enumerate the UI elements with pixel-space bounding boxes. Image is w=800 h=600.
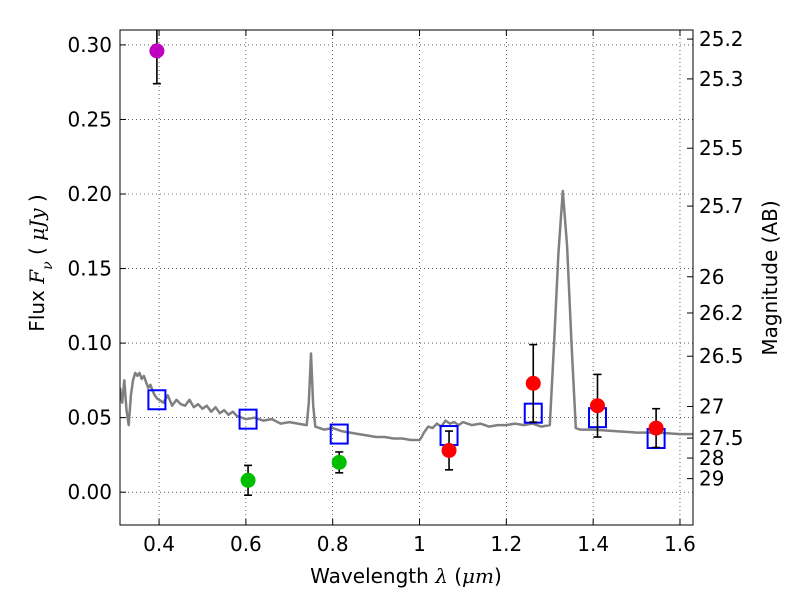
x-tick-label: 0.8 — [317, 532, 349, 556]
y-tick-label: 0.20 — [67, 182, 112, 206]
x-tick-label: 1 — [413, 532, 426, 556]
y-tick-label: 0.15 — [67, 257, 112, 281]
y2-tick-label: 25.7 — [699, 194, 744, 218]
axes-frame — [119, 29, 694, 526]
detection-point — [331, 454, 347, 470]
detection-point — [240, 472, 256, 488]
y-tick-label: 0.00 — [67, 480, 112, 504]
x-tick-label: 1.4 — [577, 532, 609, 556]
detection-point — [648, 420, 664, 436]
plot-area — [120, 30, 693, 496]
y2-tick-label: 27.5 — [699, 426, 744, 450]
y-tick-label: 0.30 — [67, 33, 112, 57]
x-tick-label: 0.4 — [143, 532, 175, 556]
model-photometry-marker — [147, 389, 167, 411]
x-tick-label: 1.6 — [664, 532, 696, 556]
y-tick-label: 0.25 — [67, 107, 112, 131]
y2-tick-label: 26.5 — [699, 344, 744, 368]
x-tick-label: 1.2 — [490, 532, 522, 556]
y-tick-label: 0.10 — [67, 331, 112, 355]
y-axis-label: Flux Fν ( μJy ) — [25, 194, 56, 331]
x-axis-label: Wavelength λ (μm) — [310, 564, 502, 588]
y2-tick-label: 25.5 — [699, 136, 744, 160]
detection-point — [441, 442, 457, 458]
model-photometry-marker — [238, 408, 258, 430]
axis-ticks: 0.4 0.6 0.8 1 1.2 1.4 1.6 0.00 0.05 0.10 0.15 0.20 0… — [67, 27, 743, 556]
model-photometry-marker — [329, 423, 349, 445]
y2-tick-label: 26 — [699, 265, 724, 289]
y2-tick-label: 25.2 — [699, 27, 744, 51]
grid — [120, 30, 693, 525]
x-tick-label: 0.6 — [230, 532, 262, 556]
y2-tick-label: 28 — [699, 446, 724, 470]
y2-tick-label: 25.3 — [699, 67, 744, 91]
y2-tick-label: 29 — [699, 467, 724, 491]
y-tick-label: 0.05 — [67, 406, 112, 430]
detection-point — [525, 375, 541, 391]
detection-point — [590, 398, 605, 414]
y2-tick-label: 26.2 — [699, 301, 744, 325]
model-sed-line — [120, 189, 693, 442]
y2-tick-label: 27 — [699, 394, 724, 418]
detection-point — [149, 43, 165, 59]
y2-axis-label: Magnitude (AB) — [758, 200, 782, 355]
